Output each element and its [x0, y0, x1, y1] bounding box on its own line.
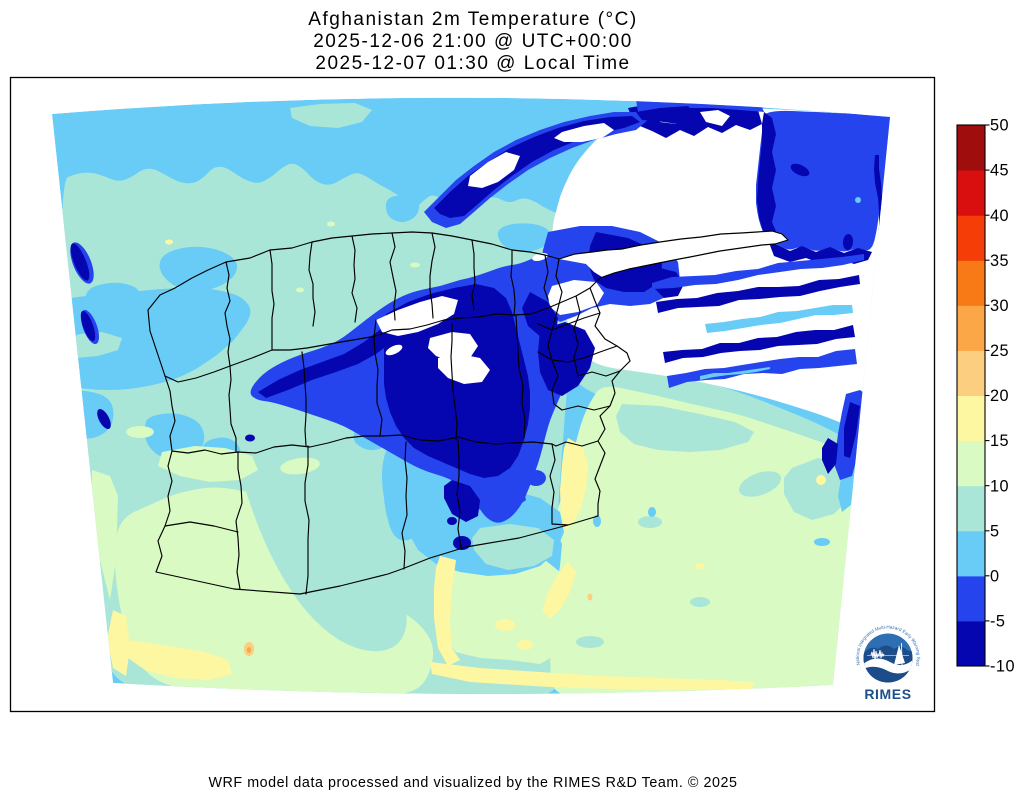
- svg-text:50: 50: [990, 117, 1009, 135]
- svg-text:-5: -5: [990, 613, 1005, 631]
- svg-text:RIMES: RIMES: [864, 686, 911, 702]
- svg-text:-10: -10: [990, 658, 1015, 676]
- svg-text:40: 40: [990, 207, 1009, 225]
- svg-text:30: 30: [990, 297, 1009, 315]
- svg-text:2025-12-06 21:00 @ UTC+00:00: 2025-12-06 21:00 @ UTC+00:00: [313, 31, 633, 52]
- svg-text:25: 25: [990, 342, 1009, 360]
- svg-text:WRF model data processed and v: WRF model data processed and visualized …: [209, 775, 738, 791]
- svg-text:10: 10: [990, 477, 1009, 495]
- svg-text:0: 0: [990, 567, 1000, 585]
- svg-text:Afghanistan 2m Temperature (°C: Afghanistan 2m Temperature (°C): [308, 9, 637, 30]
- svg-text:5: 5: [990, 522, 1000, 540]
- svg-text:35: 35: [990, 252, 1009, 270]
- svg-text:45: 45: [990, 162, 1009, 180]
- svg-text:20: 20: [990, 387, 1009, 405]
- svg-text:2025-12-07 01:30 @ Local Time: 2025-12-07 01:30 @ Local Time: [315, 53, 630, 74]
- svg-text:15: 15: [990, 432, 1009, 450]
